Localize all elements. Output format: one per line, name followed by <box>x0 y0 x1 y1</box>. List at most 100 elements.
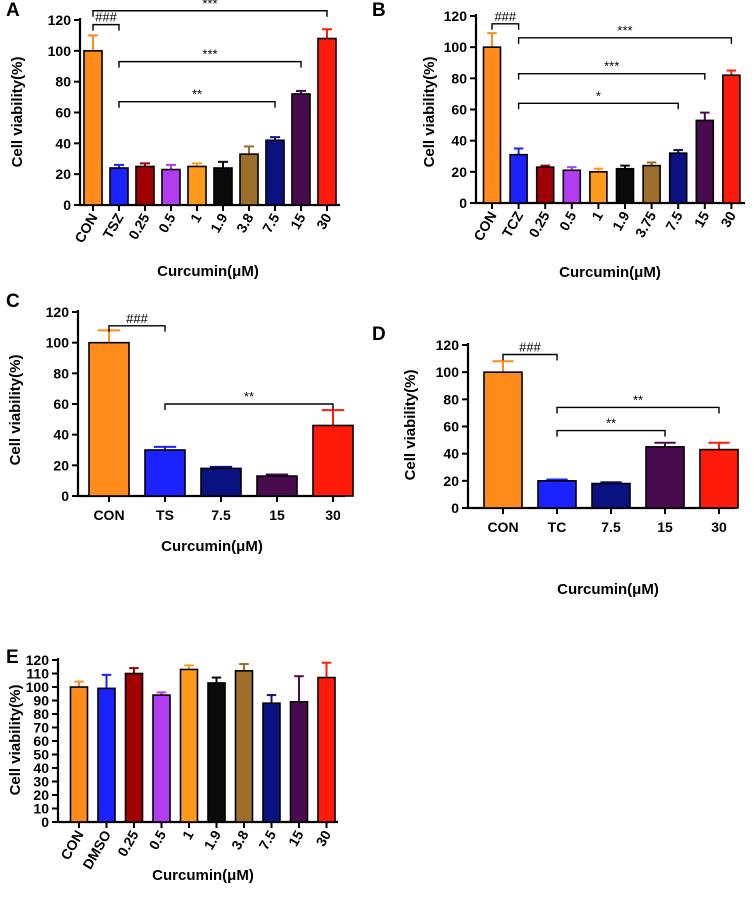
bar-con <box>88 341 130 497</box>
x-tick-label: 30 <box>313 210 335 232</box>
x-tick-label: TCZ <box>499 208 527 240</box>
panel-letter: D <box>372 324 386 345</box>
significance-label: ** <box>606 416 616 431</box>
x-tick-label: 7.5 <box>211 507 231 523</box>
bar-7_5 <box>262 702 281 823</box>
bar-30 <box>312 424 354 497</box>
x-tick-label: CON <box>487 519 518 535</box>
y-tick-label: 60 <box>33 733 49 749</box>
significance-bracket <box>118 101 276 108</box>
bar-dmso <box>97 687 116 823</box>
x-tick-label: TC <box>548 519 567 535</box>
x-tick-label: 0.5 <box>146 827 170 852</box>
x-tick-label: DMSO <box>79 827 114 871</box>
y-tick-label: 0 <box>61 488 69 504</box>
significance-bracket <box>502 353 558 361</box>
panel-letter: C <box>6 291 20 312</box>
y-tick-label: 100 <box>444 39 468 55</box>
y-tick-label: 0 <box>451 500 459 516</box>
y-tick-label: 120 <box>436 337 460 353</box>
y-tick-label: 100 <box>48 43 72 59</box>
bar-30 <box>317 676 336 823</box>
significance-bracket <box>491 23 520 30</box>
y-tick-label: 110 <box>26 666 49 682</box>
y-tick-label: 100 <box>436 364 460 380</box>
y-tick-label: 60 <box>451 102 467 118</box>
bar-1_9 <box>207 682 226 823</box>
significance-label: ** <box>192 87 202 102</box>
x-tick-label: 1.9 <box>207 210 231 235</box>
y-axis-label: Cell viability(%) <box>7 355 24 466</box>
x-tick-label: CON <box>93 507 124 523</box>
y-tick-label: 60 <box>53 396 69 412</box>
y-tick-label: 0 <box>41 814 49 830</box>
y-tick-label: 80 <box>53 365 69 381</box>
bar-con <box>69 686 89 823</box>
significance-bracket <box>517 37 733 44</box>
bar-0_5 <box>562 169 582 204</box>
y-tick-label: 80 <box>55 74 71 90</box>
x-tick-label: 3.75 <box>632 208 660 240</box>
y-tick-label: 40 <box>443 446 459 462</box>
significance-label: *** <box>202 47 217 62</box>
significance-label: *** <box>604 59 619 74</box>
y-axis-label: Cell viability(%) <box>402 370 419 481</box>
bar-tc <box>537 480 577 509</box>
x-tick-label: 1 <box>179 827 197 842</box>
bar-0_25 <box>535 166 555 204</box>
y-tick-label: 0 <box>459 195 467 211</box>
bar-1_9 <box>213 167 233 206</box>
x-tick-label: 30 <box>711 519 727 535</box>
y-tick-label: 100 <box>46 335 70 351</box>
x-tick-label: 0.25 <box>125 210 153 242</box>
y-tick-label: 80 <box>33 706 49 722</box>
bar-1_9 <box>615 167 635 204</box>
chart-panel-a: A Cell viability(%) Curcumin(μM) 0 20 40 60 80 1… <box>6 0 340 280</box>
x-tick-label: 15 <box>287 210 309 232</box>
y-tick-label: 80 <box>451 70 467 86</box>
y-tick-label: 20 <box>55 166 71 182</box>
x-tick-label: 7.5 <box>256 827 280 852</box>
significance-label: * <box>596 88 601 103</box>
bar-7_5 <box>200 467 242 497</box>
x-tick-label: 30 <box>325 507 341 523</box>
significance-bracket <box>556 429 666 437</box>
y-tick-label: 40 <box>55 135 71 151</box>
significance-label: ### <box>494 9 516 24</box>
chart-panel-b: B Cell viability(%) Curcumin(μM) 0 20 40 60 80 1… <box>372 0 745 281</box>
bar-con <box>83 50 103 206</box>
y-tick-label: 40 <box>451 133 467 149</box>
x-tick-label: 15 <box>657 519 673 535</box>
significance-label: ### <box>126 311 148 326</box>
y-tick-label: 0 <box>63 197 71 213</box>
bar-15 <box>289 701 309 823</box>
x-tick-label: 0.5 <box>155 210 179 235</box>
significance-label: ### <box>95 10 117 25</box>
panel-letter: A <box>6 0 20 21</box>
y-tick-label: 40 <box>53 427 69 443</box>
bar-3_75 <box>642 164 661 204</box>
bar-0_5 <box>152 694 171 823</box>
x-tick-label: 15 <box>269 507 285 523</box>
significance-label: ** <box>633 392 643 407</box>
bar-1 <box>179 668 199 823</box>
x-tick-label: 15 <box>691 208 713 230</box>
y-tick-label: 20 <box>451 164 467 180</box>
x-tick-label: 30 <box>312 827 334 849</box>
bar-con <box>483 371 523 509</box>
x-tick-label: 1.9 <box>201 827 225 852</box>
bar-3_8 <box>234 669 254 823</box>
x-tick-label: CON <box>470 209 499 244</box>
bar-15 <box>695 119 715 204</box>
x-tick-label: TSZ <box>100 210 127 241</box>
x-tick-label: 30 <box>717 208 739 230</box>
x-tick-label: 15 <box>285 827 307 849</box>
y-tick-label: 70 <box>33 720 49 736</box>
x-tick-label: 0.25 <box>114 827 142 859</box>
bar-tsz <box>109 167 129 206</box>
y-tick-label: 80 <box>443 391 459 407</box>
x-axis-label: Curcumin(μM) <box>557 581 659 598</box>
panel-letter: E <box>6 647 19 668</box>
